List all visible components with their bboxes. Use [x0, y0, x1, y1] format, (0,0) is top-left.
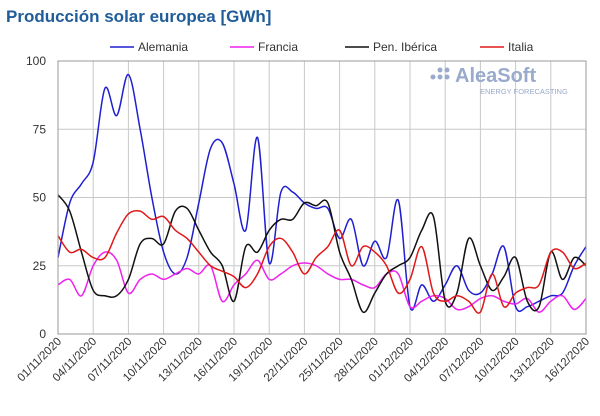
series-line	[57, 73, 587, 313]
logo-tagline: ENERGY FORECASTING	[480, 87, 568, 96]
chart-title: Producción solar europea [GWh]	[6, 7, 271, 26]
series-line	[57, 209, 587, 314]
legend-label: Pen. Ibérica	[373, 40, 437, 54]
legend-label: Italia	[508, 40, 534, 54]
logo-name: AleaSoft	[455, 65, 536, 87]
y-tick-label: 0	[39, 327, 46, 341]
logo-mark	[430, 67, 450, 80]
y-tick-label: 75	[33, 122, 47, 136]
series-line	[57, 251, 587, 313]
legend-label: Francia	[258, 40, 298, 54]
y-tick-label: 50	[33, 191, 47, 205]
y-tick-label: 25	[33, 259, 47, 273]
grid: 025507510001/11/202004/11/202007/11/2020…	[16, 54, 593, 385]
y-tick-label: 100	[26, 54, 46, 68]
legend-label: Alemania	[138, 40, 188, 54]
plot-border	[57, 60, 587, 335]
series-line	[57, 194, 587, 314]
legend: Alemania Francia Pen. Ibérica Italia	[110, 40, 534, 54]
